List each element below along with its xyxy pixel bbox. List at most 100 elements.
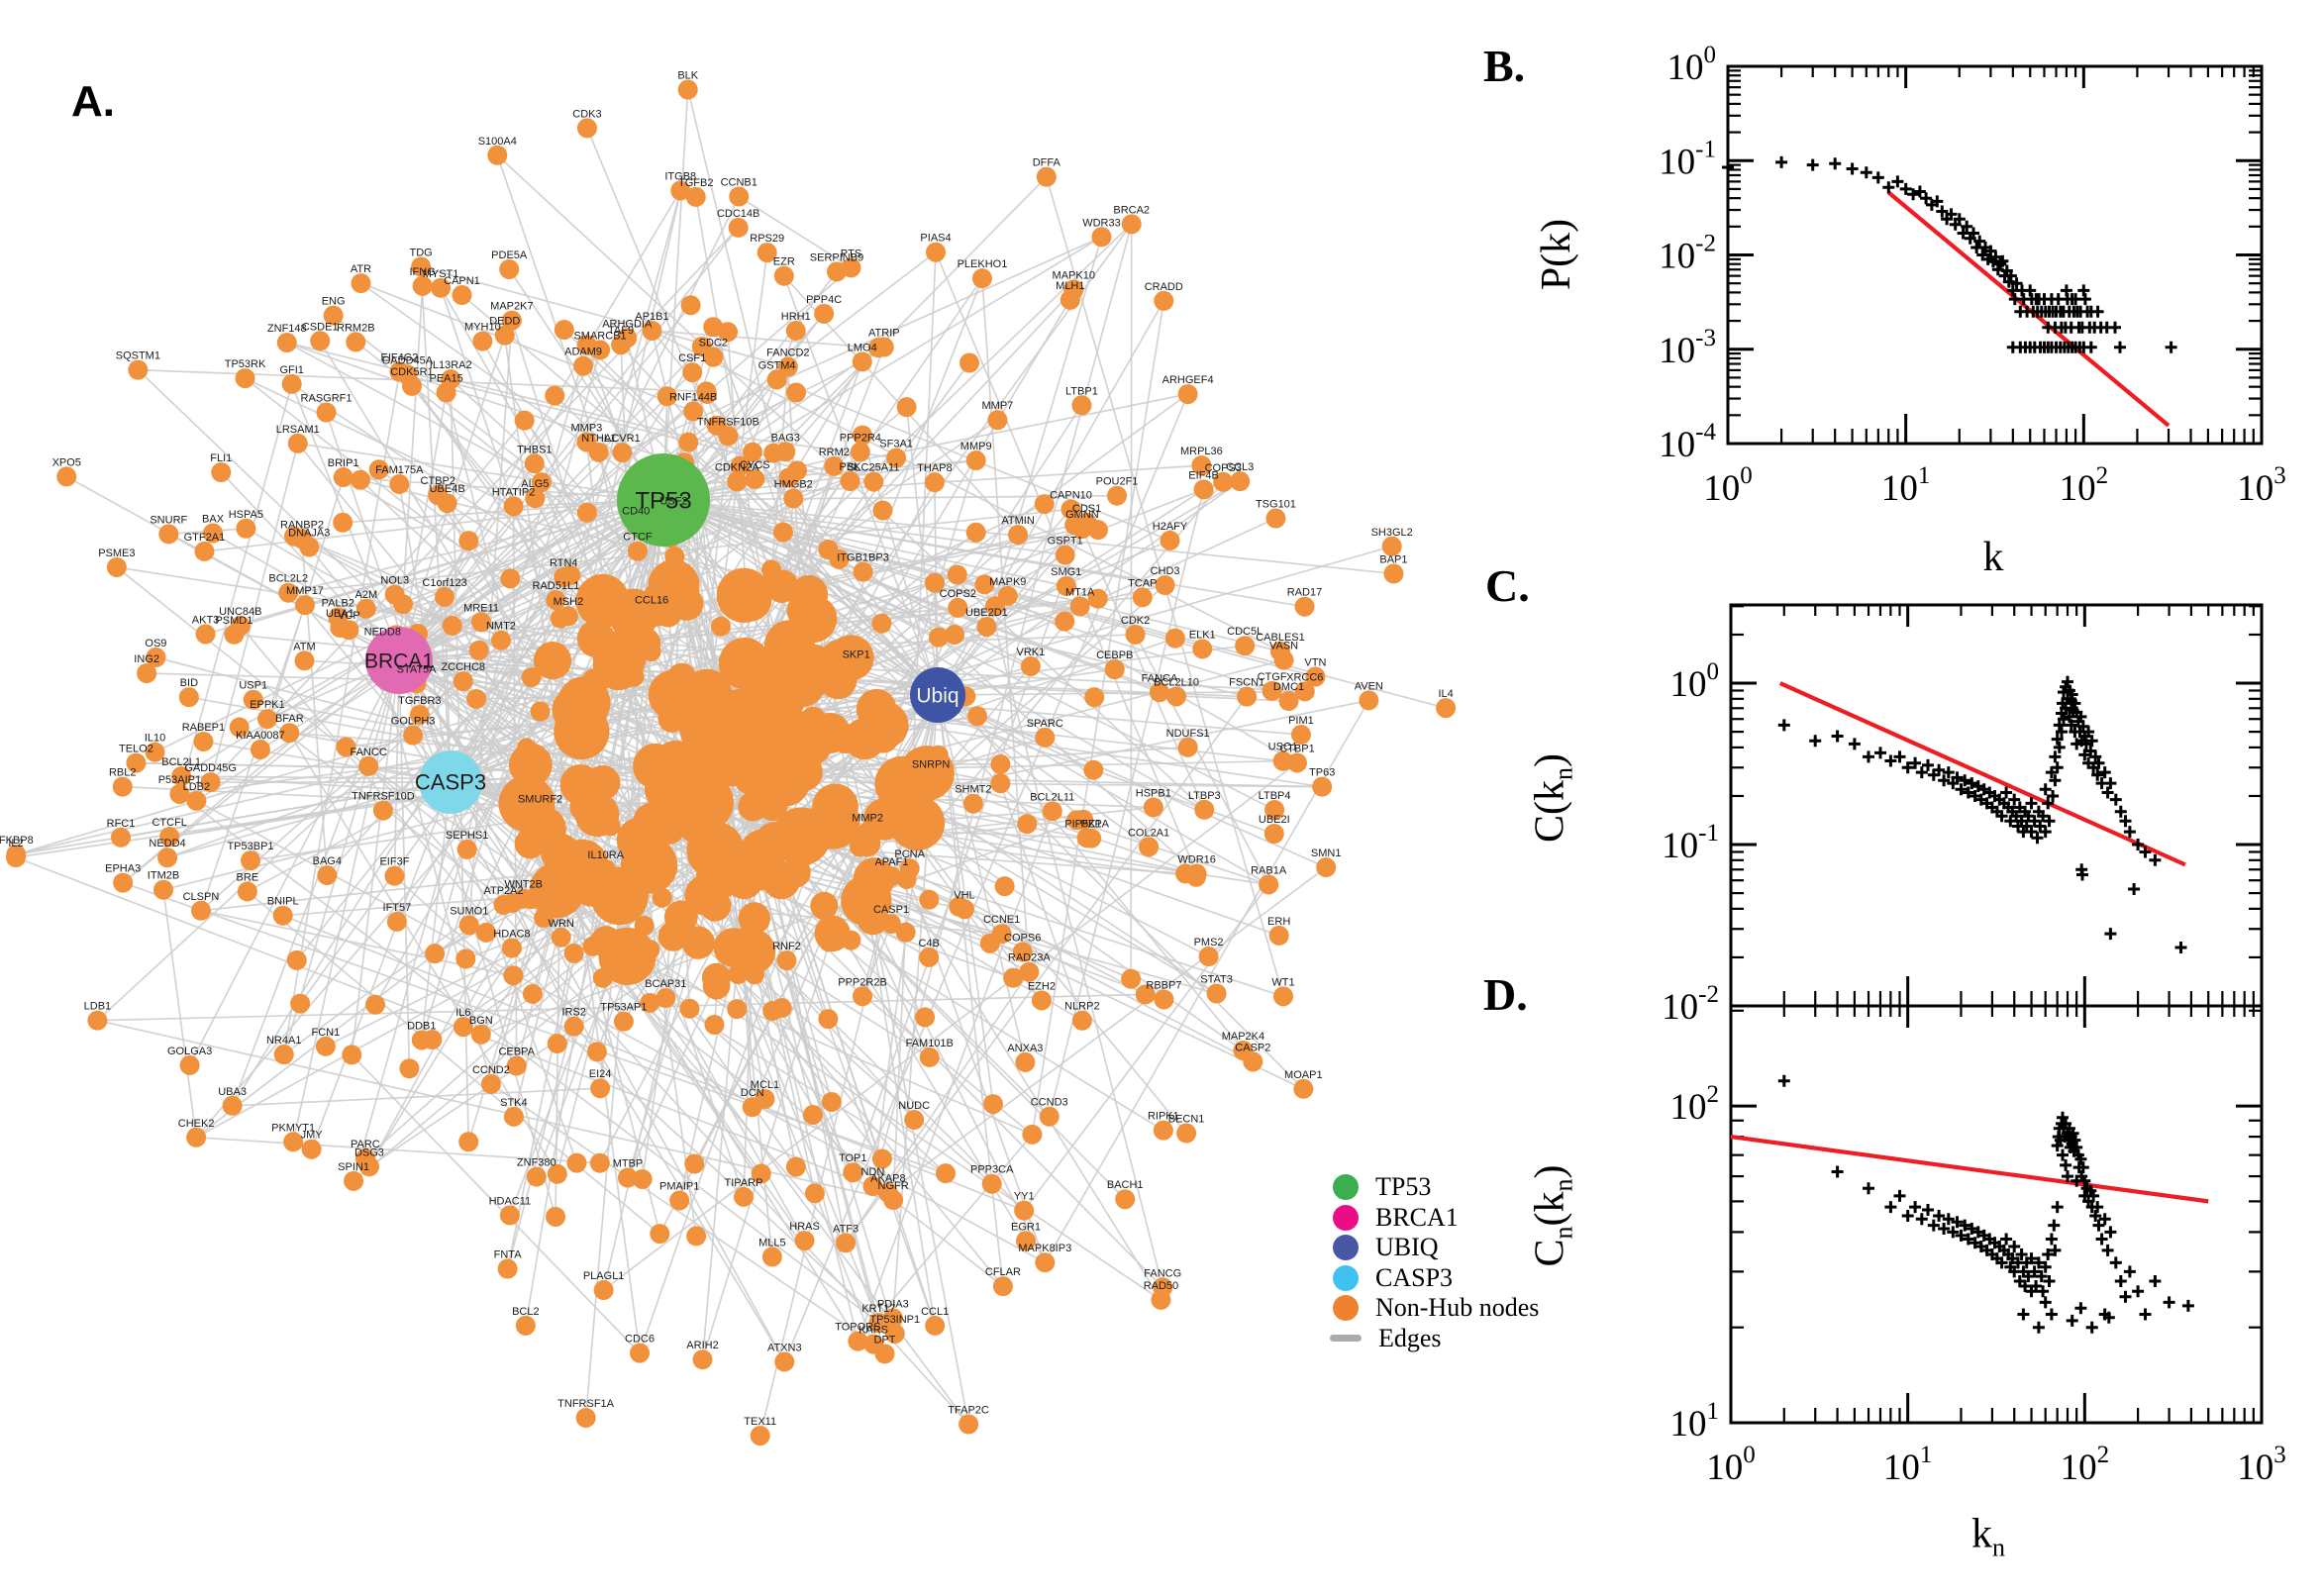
node-label: SMARCB1 (573, 330, 626, 342)
node-label: LTBP4 (1259, 790, 1291, 802)
node-label: MRE11 (463, 602, 499, 614)
node-label: EPPK1 (250, 699, 284, 711)
nonhub-dot-icon (1333, 1295, 1359, 1322)
node-label: RIPK1 (1148, 1111, 1179, 1123)
node-label: EGR1 (1011, 1221, 1041, 1233)
node-label: NDN (860, 1166, 884, 1178)
plotB-y-axis-title: P(k) (1534, 218, 1579, 291)
node-label: CABLES1 (1256, 632, 1305, 644)
node-label: LRSAM1 (276, 424, 320, 436)
node-label: FSCN1 (1229, 677, 1264, 689)
node-label: ACVR1 (604, 433, 641, 445)
node-label: GFI1 (279, 364, 303, 376)
node-label: BRE (237, 871, 259, 883)
node-label: LMO4 (848, 342, 877, 353)
node-label: APAF1 (874, 856, 908, 868)
node-label: FAM175A (375, 464, 424, 476)
node-label: PPP4C (806, 294, 842, 306)
node-label: BGN (469, 1015, 493, 1027)
plotB-xtick: 103 (2237, 462, 2286, 509)
node-label: GTF2A1 (184, 532, 226, 544)
node-label: RBBP7 (1146, 979, 1181, 991)
node-label: PLEKHO1 (958, 258, 1008, 270)
node-label: CCL1 (921, 1306, 949, 1318)
node-label: WDR16 (1177, 854, 1216, 866)
node-label: TGFBR3 (398, 695, 441, 707)
node-label: RAD50 (1144, 1280, 1178, 1292)
node-label: CLSPN (183, 891, 220, 903)
node-label: KRT17 (861, 1303, 895, 1315)
node-label: GSPT1 (1048, 536, 1083, 548)
node-label: PPP2R2B (838, 976, 887, 988)
node-label: USO1 (1268, 742, 1298, 753)
node-label: BRCA2 (1113, 204, 1150, 216)
node-label: MMP7 (982, 400, 1014, 412)
node-label: DDB1 (407, 1020, 436, 1032)
node-label: IL10 (145, 733, 165, 745)
node-label: SQSTM1 (116, 350, 160, 362)
node-label: PZP (1080, 819, 1101, 831)
node-label: FNTA (494, 1249, 523, 1261)
node-label: COPS2 (940, 588, 976, 600)
node-label: MAPK8IP3 (1018, 1243, 1071, 1254)
node-label: H2AFY (1153, 521, 1188, 533)
node-label: LDB2 (183, 781, 211, 793)
node-label: RPS29 (750, 233, 784, 245)
node-label: IRS2 (561, 1007, 585, 1019)
hub-label-brca1: BRCA1 (364, 649, 434, 672)
node-label: BCL2L1 (161, 756, 201, 768)
node-label: STK4 (500, 1097, 528, 1109)
node-label: VRK1 (1016, 647, 1045, 658)
node-label: NLRP2 (1064, 1001, 1099, 1013)
node-label: CDC14B (717, 208, 759, 220)
panel-d-label: D. (1483, 969, 1528, 1020)
plotB-ytick: 10-3 (1659, 325, 1716, 371)
node-label: MMP17 (286, 585, 324, 597)
node-label: PTS (841, 248, 861, 259)
node-label: HTATIP2 (492, 486, 536, 498)
node-label: MAPK10 (1053, 269, 1095, 281)
node-label: SPARC (1027, 718, 1063, 730)
hub-label-tp53: TP53 (635, 487, 691, 514)
panel-a-label: A. (71, 77, 115, 126)
node-label: SERPINB9 (810, 251, 863, 263)
brca1-dot-icon (1333, 1204, 1359, 1231)
node-label: IL6 (455, 1007, 470, 1019)
plotC-y-axis-title: C(kn) (1527, 753, 1578, 843)
node-label: S100A4 (478, 136, 517, 148)
node-label: ARIH2 (686, 1340, 718, 1351)
ubiq-dot-icon (1333, 1235, 1359, 1261)
node-label: CHEK2 (178, 1118, 215, 1130)
node-label: CASP2 (1235, 1042, 1270, 1053)
legend-item-nonhub: Non-Hub nodes (1333, 1293, 1539, 1324)
plotB-xtick: 101 (1881, 462, 1931, 509)
node-label: NUDC (898, 1100, 930, 1112)
node-label: EI24 (589, 1068, 612, 1080)
node-label: TFAP2C (948, 1405, 989, 1417)
node-label: ZCCHC8 (441, 661, 485, 673)
node-label: PIM1 (1288, 715, 1314, 727)
node-label: ATMIN (1001, 515, 1034, 527)
node-label: FANCG (1144, 1267, 1181, 1279)
node-label: PKMYT1 (271, 1122, 315, 1134)
node-label: IFNG (410, 266, 436, 278)
node-label: BCL2L2 (268, 573, 308, 585)
node-label: PSME3 (98, 548, 135, 559)
network-hubs: TP53 BRCA1 Ubiq CASP3 (364, 453, 965, 814)
node-label: IL13RA2 (430, 359, 472, 371)
node-label: ITGB8 (664, 170, 696, 182)
node-label: USP1 (239, 680, 267, 692)
hub-node-ubiq (910, 667, 965, 723)
node-label: RAD23A (1008, 952, 1051, 964)
node-label: VASN (1269, 641, 1298, 652)
node-label: STAT3 (1200, 973, 1233, 985)
hub-node-casp3 (419, 750, 482, 814)
plotC-ytick: 100 (1670, 658, 1720, 705)
node-label: BCL2 (512, 1306, 540, 1318)
node-label: ATR (351, 263, 371, 275)
node-label: SUMO1 (450, 905, 488, 917)
plotD-ytick: 101 (1670, 1398, 1720, 1445)
node-label: CHD3 (1151, 565, 1180, 577)
node-label: FANCC (350, 747, 386, 758)
